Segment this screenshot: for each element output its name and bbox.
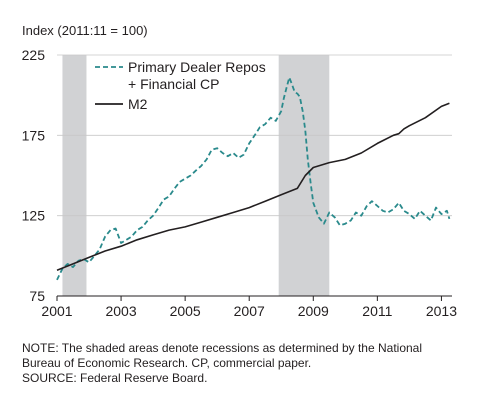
- note-line-1: NOTE: The shaded areas denote recessions…: [22, 341, 423, 355]
- x-tick-label: 2013: [426, 303, 457, 319]
- source-line: SOURCE: Federal Reserve Board.: [22, 371, 208, 385]
- x-tick-label: 2011: [362, 303, 392, 319]
- footnotes: NOTE: The shaded areas denote recessions…: [22, 341, 472, 386]
- x-tick-label: 2005: [170, 303, 201, 319]
- x-tick-label: 2003: [105, 303, 136, 319]
- legend: Primary Dealer Repos+ Financial CP M2: [95, 59, 266, 112]
- y-tick-label: 125: [22, 208, 46, 224]
- recession-band-2: [278, 55, 330, 296]
- x-axis-ticks: 2001 2003 2005 2007 2009 2011 2013: [41, 296, 457, 319]
- series-line-m2: [56, 102, 450, 272]
- legend-label: Primary Dealer Repos: [128, 59, 266, 75]
- recession-band-1: [62, 55, 87, 296]
- legend-label: M2: [128, 96, 148, 112]
- note-line-2: Bureau of Economic Research. CP, commerc…: [22, 356, 312, 370]
- series-line-repos-cp: [56, 76, 451, 281]
- x-tick-label: 2007: [234, 303, 265, 319]
- y-axis-ticks: 75 125 175 225: [22, 47, 46, 304]
- y-tick-label: 225: [22, 47, 46, 63]
- y-axis-title: Index (2011:11 = 100): [22, 23, 148, 38]
- recession-bands: [62, 55, 330, 296]
- series-layer: [56, 76, 451, 281]
- x-tick-label: 2009: [298, 303, 329, 319]
- chart: 2001 2003 2005 2007 2009 2011 2013 75 125 175 225…: [22, 23, 458, 319]
- y-tick-label: 175: [22, 127, 46, 143]
- y-tick-label: 75: [29, 288, 45, 304]
- legend-label: + Financial CP: [128, 76, 219, 92]
- x-tick-label: 2001: [41, 303, 72, 319]
